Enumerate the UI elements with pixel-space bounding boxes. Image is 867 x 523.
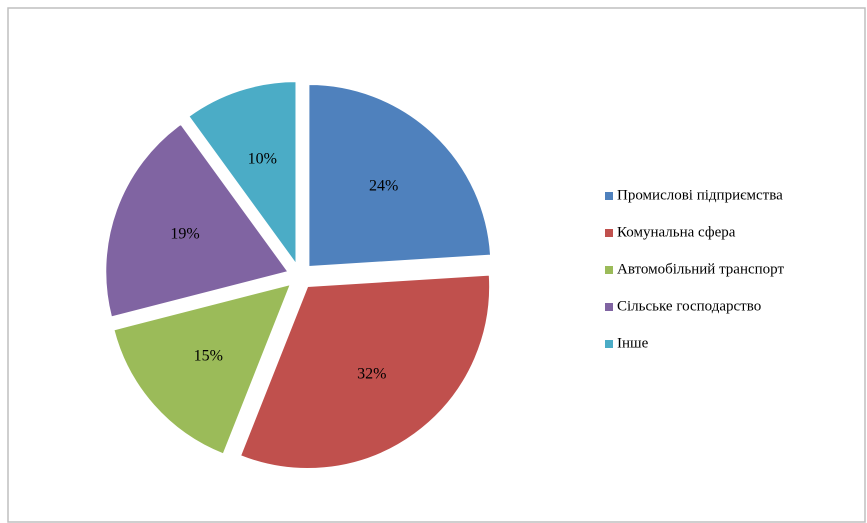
legend-text: Автомобільний транспорт: [617, 261, 784, 277]
legend-text: Промислові підприємства: [617, 187, 783, 203]
data-label: 24%: [369, 178, 398, 195]
legend-marker: [605, 340, 613, 348]
pie-slice: [113, 283, 292, 455]
legend-text: Комунальна сфера: [617, 224, 736, 240]
legend-text: Сільське господарство: [617, 298, 761, 314]
data-label: 19%: [170, 225, 199, 242]
legend-marker: [605, 303, 613, 311]
data-label: 15%: [194, 347, 223, 364]
legend-marker: [605, 229, 613, 237]
pie-slice: [308, 84, 492, 268]
data-label: 10%: [248, 150, 277, 167]
legend-text: Інше: [617, 335, 649, 351]
legend-marker: [605, 266, 613, 274]
pie-slice: [188, 81, 297, 266]
data-label: 32%: [357, 366, 386, 383]
legend-marker: [605, 192, 613, 200]
pie-slice: [239, 274, 491, 470]
pie-slice: [105, 123, 289, 318]
